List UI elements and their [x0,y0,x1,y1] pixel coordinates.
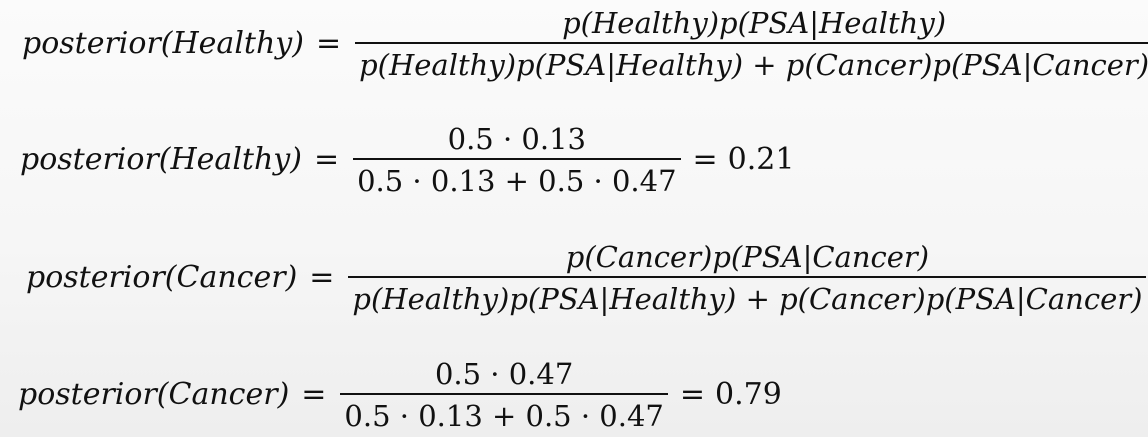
equation-posterior-healthy-numeric: posterior(Healthy) = 0.5 · 0.13 0.5 · 0.… [20,122,794,198]
fraction: p(Cancer)p(PSA|Cancer) p(Healthy)p(PSA|H… [348,240,1147,317]
fraction-numerator: p(Healthy)p(PSA|Healthy) [562,6,947,40]
fraction: 0.5 · 0.13 0.5 · 0.13 + 0.5 · 0.47 [353,122,681,199]
fraction-bar [355,42,1148,45]
equation-posterior-cancer-numeric: posterior(Cancer) = 0.5 · 0.47 0.5 · 0.1… [18,357,782,433]
equation-lhs: posterior(Healthy) [22,26,304,62]
fraction-bar [353,158,681,161]
equation-result: = 0.21 [693,145,795,175]
fraction-numerator: 0.5 · 0.13 [447,122,586,156]
equation-result: = 0.79 [680,380,782,410]
fraction-bar [348,276,1147,279]
fraction-numerator: 0.5 · 0.47 [434,357,574,391]
fraction-denominator: 0.5 · 0.13 + 0.5 · 0.47 [357,164,677,199]
result-equals-sign: = [679,377,705,413]
equals-sign: = [309,260,335,296]
equation-lhs: posterior(Cancer) [18,377,290,413]
fraction-bar [340,393,668,396]
fraction-denominator: p(Healthy)p(PSA|Healthy) + p(Cancer)p(PS… [359,48,1148,83]
equation-posterior-healthy-formula: posterior(Healthy) = p(Healthy)p(PSA|Hea… [22,6,1148,82]
fraction-denominator: 0.5 · 0.13 + 0.5 · 0.47 [344,399,664,434]
equation-posterior-cancer-formula: posterior(Cancer) = p(Cancer)p(PSA|Cance… [26,240,1147,317]
equation-lhs: posterior(Healthy) [20,142,302,178]
result-value: 0.79 [715,377,782,413]
fraction-numerator: p(Cancer)p(PSA|Cancer) [565,240,930,274]
equals-sign: = [315,26,342,62]
fraction-denominator: p(Healthy)p(PSA|Healthy) + p(Cancer)p(PS… [352,282,1143,317]
result-value: 0.21 [727,142,795,178]
result-equals-sign: = [692,142,718,178]
fraction: p(Healthy)p(PSA|Healthy) p(Healthy)p(PSA… [355,6,1148,82]
equals-sign: = [313,142,340,178]
equals-sign: = [301,377,327,413]
fraction: 0.5 · 0.47 0.5 · 0.13 + 0.5 · 0.47 [340,357,668,434]
equation-lhs: posterior(Cancer) [26,260,298,296]
